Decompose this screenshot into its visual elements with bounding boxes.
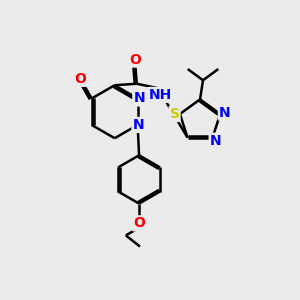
Text: O: O <box>133 216 145 230</box>
Text: NH: NH <box>148 88 172 102</box>
Text: N: N <box>133 92 145 106</box>
Text: O: O <box>74 72 86 86</box>
Text: S: S <box>169 107 180 121</box>
Text: N: N <box>210 134 221 148</box>
Text: O: O <box>129 52 141 67</box>
Text: N: N <box>219 106 230 119</box>
Text: N: N <box>132 118 144 132</box>
